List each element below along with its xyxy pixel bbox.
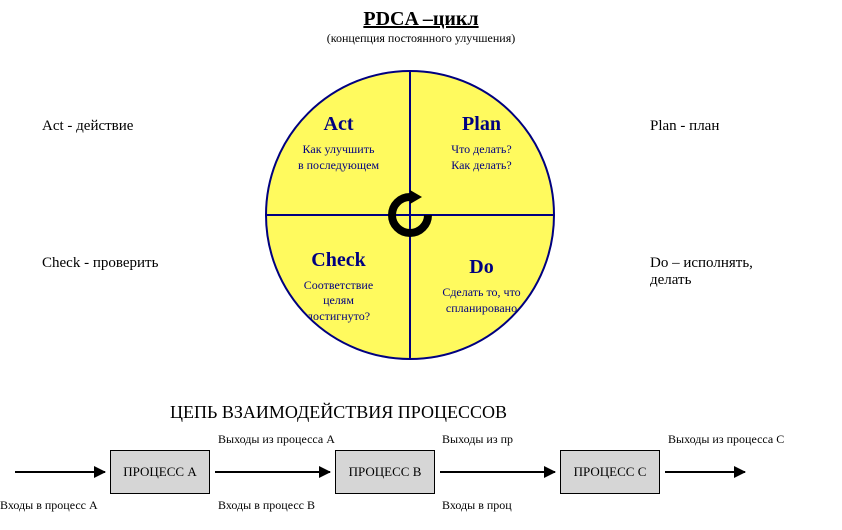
process-box-2: ПРОЦЕСС С	[560, 450, 660, 494]
chain-label-1: Выходы из процесса А	[218, 432, 335, 447]
chain-label-0: Входы в процесс А	[0, 498, 98, 513]
arrow-3	[665, 471, 745, 473]
arrow-0	[15, 471, 105, 473]
process-chain: ПРОЦЕСС А ПРОЦЕСС В ПРОЦЕСС С Входы в проце…	[0, 0, 842, 530]
process-box-1: ПРОЦЕСС В	[335, 450, 435, 494]
arrow-2	[440, 471, 555, 473]
chain-label-5: Выходы из процесса С	[668, 432, 784, 447]
chain-label-2: Входы в процесс В	[218, 498, 315, 513]
chain-label-4: Входы в проц	[442, 498, 512, 513]
cycle-arrow-icon	[385, 190, 435, 240]
arrow-1	[215, 471, 330, 473]
process-box-0: ПРОЦЕСС А	[110, 450, 210, 494]
chain-label-3: Выходы из пр	[442, 432, 513, 447]
